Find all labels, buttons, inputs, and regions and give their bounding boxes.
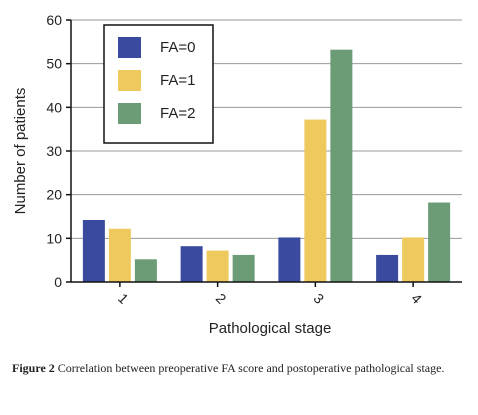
bar-fa2-stage-4 [428,202,451,282]
legend-swatch [118,70,141,91]
bar-chart: 0 10 20 30 40 50 60 1 2 3 4 Pathological stage Nu… [12,12,462,337]
bar-fa0-stage-2 [180,246,203,282]
y-tick-label: 40 [46,99,62,115]
bar-fa0-stage-4 [376,254,399,282]
y-tick-label: 10 [46,230,62,246]
bar-fa0-stage-3 [278,237,301,282]
y-tick-label: 20 [46,187,62,203]
bars [82,49,451,283]
legend: FA=0 FA=1 FA=2 [103,24,214,144]
x-axis-title: Pathological stage [209,320,332,337]
legend-label: FA=1 [160,72,195,89]
legend-swatch [118,37,141,58]
x-tick-label: 2 [213,290,230,307]
y-tick-label: 50 [46,56,62,72]
x-ticks: 1 2 3 4 [115,282,425,307]
x-tick-label: 1 [115,290,132,307]
x-tick-label: 3 [310,290,327,307]
y-tick-label: 30 [46,143,62,159]
y-tick-label: 60 [46,12,62,28]
figure-caption-label: Figure 2 [12,361,55,375]
figure-caption-text: Correlation between preoperative FA scor… [57,361,445,375]
bar-fa2-stage-1 [134,259,157,282]
figure-caption: Figure 2 Correlation between preoperativ… [12,360,472,377]
legend-label: FA=2 [160,105,195,122]
bar-fa1-stage-4 [402,237,425,282]
y-tick-label: 0 [54,274,62,290]
y-ticks: 0 10 20 30 40 50 60 [46,12,71,290]
legend-label: FA=0 [160,39,195,56]
bar-fa2-stage-3 [330,49,353,283]
bar-fa1-stage-3 [304,119,327,282]
bar-fa0-stage-1 [82,219,105,282]
bar-fa1-stage-1 [108,228,131,282]
bar-fa2-stage-2 [232,254,255,282]
legend-swatch [118,103,141,124]
x-tick-label: 4 [408,290,425,307]
bar-fa1-stage-2 [206,250,229,282]
y-axis-title: Number of patients [12,88,29,215]
